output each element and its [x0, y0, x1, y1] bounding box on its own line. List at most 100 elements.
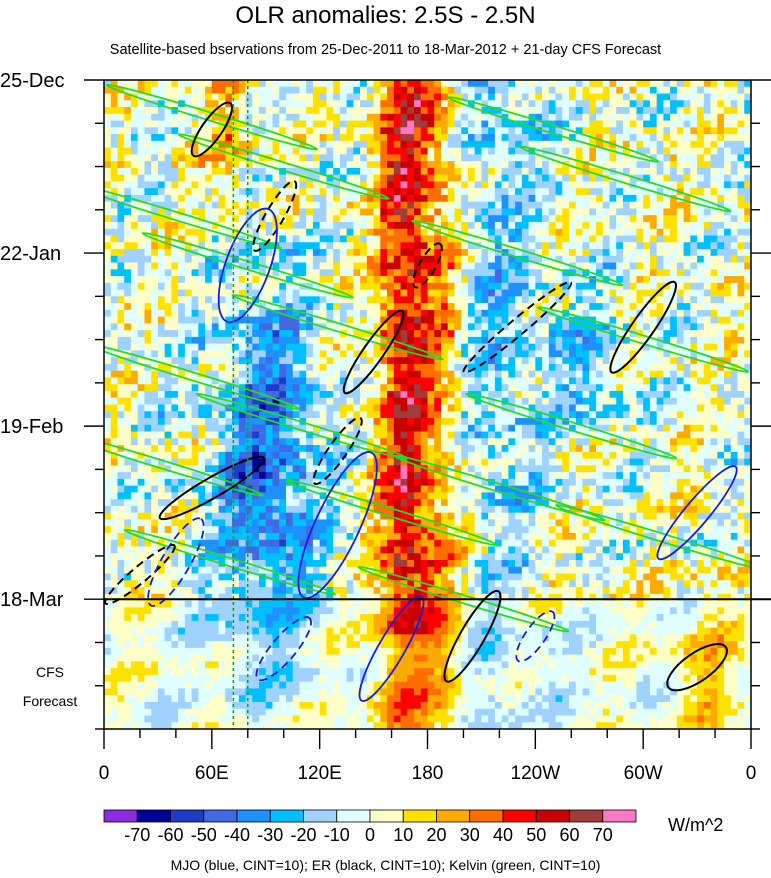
heatmap-cell	[434, 113, 442, 122]
heatmap-cell	[387, 167, 395, 176]
heatmap-cell	[353, 330, 361, 338]
heatmap-cell	[238, 249, 247, 257]
heatmap-cell	[285, 269, 294, 277]
heatmap-cell	[130, 708, 139, 717]
heatmap-cell	[380, 600, 388, 608]
heatmap-cell	[259, 512, 267, 521]
heatmap-cell	[117, 519, 125, 527]
heatmap-cell	[171, 228, 179, 237]
heatmap-cell	[319, 93, 328, 101]
heatmap-cell	[292, 559, 301, 568]
heatmap-cell	[333, 140, 341, 149]
heatmap-cell	[373, 438, 381, 446]
heatmap-cell	[299, 134, 307, 142]
heatmap-cell	[292, 282, 301, 291]
heatmap-cell	[292, 532, 301, 541]
heatmap-cell	[447, 316, 456, 324]
heatmap-cell	[299, 336, 307, 345]
heatmap-cell	[387, 282, 395, 291]
heatmap-cell	[259, 336, 267, 345]
heatmap-cell	[400, 397, 408, 406]
heatmap-cell	[232, 492, 240, 500]
heatmap-cell	[414, 390, 422, 399]
heatmap-cell	[191, 161, 199, 169]
heatmap-cell	[414, 499, 422, 507]
heatmap-cell	[326, 674, 334, 683]
heatmap-cell	[144, 127, 152, 135]
heatmap-cell	[137, 370, 146, 379]
heatmap-cell	[319, 695, 328, 703]
heatmap-cell	[380, 249, 388, 257]
heatmap-cell	[292, 593, 301, 602]
heatmap-cell	[414, 147, 422, 155]
heatmap-cell	[184, 647, 193, 656]
heatmap-cell	[333, 377, 341, 385]
heatmap-cell	[373, 107, 381, 115]
heatmap-cell	[144, 343, 152, 352]
heatmap-cell	[407, 255, 415, 264]
heatmap-cell	[373, 276, 381, 284]
heatmap-cell	[407, 627, 415, 635]
heatmap-cell	[144, 668, 152, 676]
heatmap-cell	[387, 593, 395, 602]
heatmap-cell	[393, 194, 402, 203]
heatmap-cell	[151, 316, 159, 324]
heatmap-cell	[191, 566, 199, 575]
heatmap-cell	[164, 174, 172, 183]
heatmap-cell	[427, 566, 435, 575]
heatmap-cell	[104, 249, 112, 257]
heatmap-cell	[299, 357, 307, 365]
heatmap-cell	[279, 526, 287, 534]
heatmap-cell	[110, 587, 119, 595]
heatmap-cell	[360, 573, 368, 581]
heatmap-cell	[171, 397, 179, 406]
heatmap-cell	[440, 465, 449, 473]
heatmap-cell	[306, 559, 314, 568]
heatmap-cell	[259, 607, 267, 615]
heatmap-cell	[380, 107, 388, 115]
heatmap-cell	[434, 357, 442, 365]
heatmap-cell	[104, 350, 112, 358]
heatmap-cell	[333, 296, 341, 304]
heatmap-cell	[366, 201, 375, 210]
heatmap-cell	[137, 242, 146, 250]
heatmap-cell	[333, 431, 341, 439]
heatmap-cell	[414, 566, 422, 575]
heatmap-cell	[130, 641, 139, 649]
heatmap-cell	[312, 120, 321, 128]
heatmap-cell	[346, 397, 354, 406]
heatmap-cell	[225, 201, 233, 210]
heatmap-cell	[326, 519, 334, 527]
heatmap-cell	[427, 384, 435, 392]
heatmap-cell	[272, 303, 280, 311]
heatmap-cell	[211, 532, 220, 541]
heatmap-cell	[205, 303, 213, 311]
heatmap-cell	[272, 654, 280, 662]
heatmap-cell	[306, 80, 314, 88]
heatmap-cell	[225, 154, 233, 162]
heatmap-cell	[238, 695, 247, 703]
heatmap-cell	[238, 722, 247, 729]
heatmap-cell	[124, 86, 132, 95]
heatmap-cell	[184, 357, 193, 365]
heatmap-cell	[130, 336, 139, 345]
heatmap-cell	[360, 296, 368, 304]
heatmap-cell	[245, 154, 253, 162]
heatmap-cell	[279, 641, 287, 649]
heatmap-cell	[440, 174, 449, 183]
heatmap-cell	[238, 363, 247, 372]
heatmap-cell	[380, 424, 388, 433]
heatmap-cell	[414, 472, 422, 480]
heatmap-cell	[306, 221, 314, 230]
heatmap-cell	[420, 384, 429, 392]
heatmap-cell	[184, 519, 193, 527]
heatmap-cell	[373, 343, 381, 352]
heatmap-cell	[440, 303, 449, 311]
heatmap-cell	[427, 404, 435, 412]
heatmap-cell	[252, 194, 260, 203]
heatmap-cell	[440, 566, 449, 575]
heatmap-cell	[373, 708, 381, 717]
heatmap-cell	[285, 505, 294, 514]
heatmap-cell	[427, 526, 435, 534]
heatmap-cell	[393, 336, 402, 345]
